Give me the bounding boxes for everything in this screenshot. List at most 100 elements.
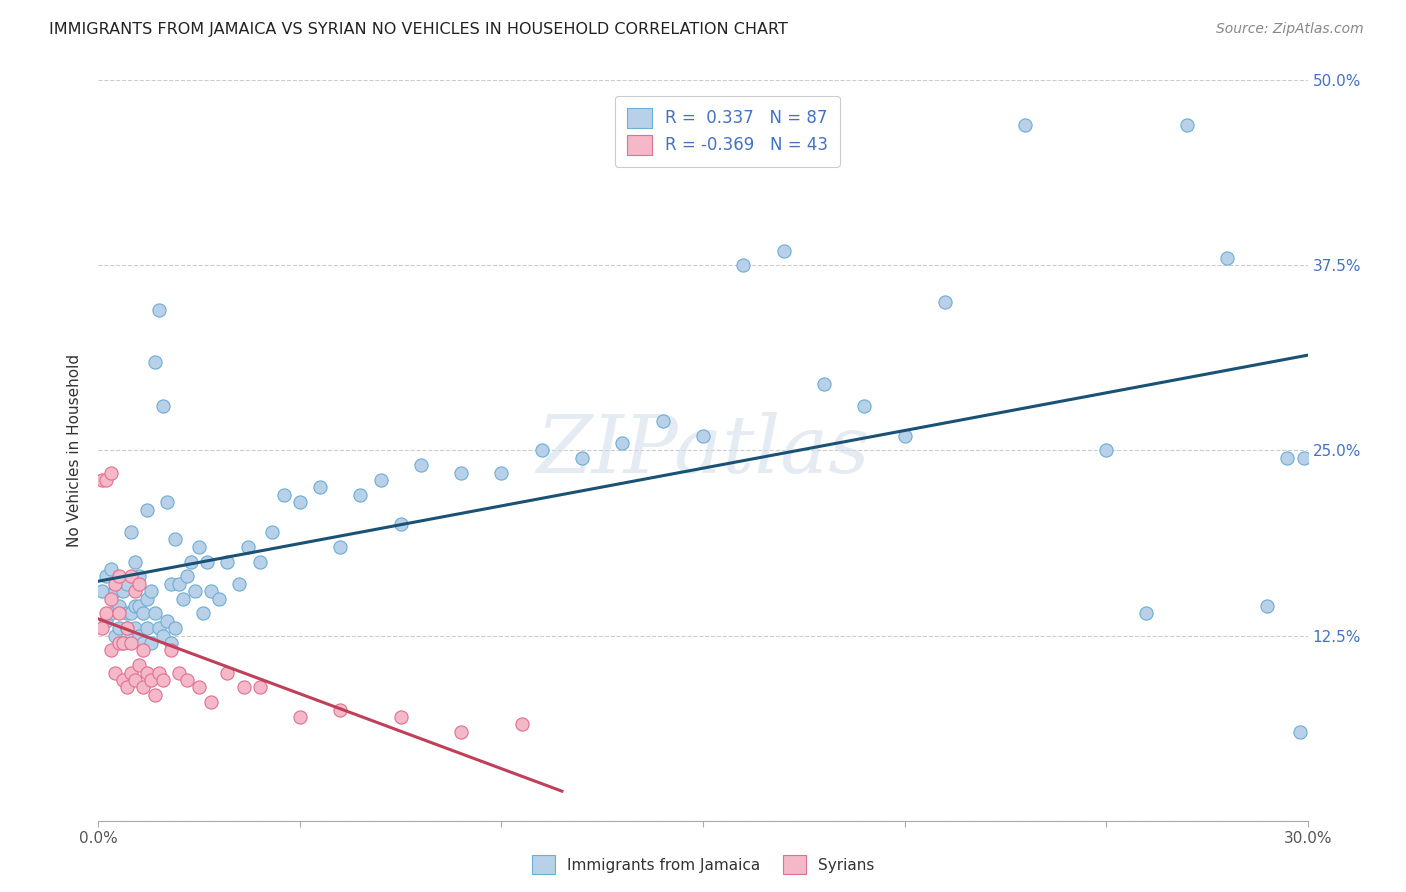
Point [132,636,155,650]
Point [176,673,198,687]
Point [100,643,122,657]
Point [160,636,183,650]
Point [96,607,118,621]
Point [148,665,170,680]
Point [450,466,472,480]
Point [288,710,311,724]
Point [163,621,186,635]
Point [143,688,166,702]
Point [139,584,162,599]
Point [409,458,432,473]
Point [813,376,835,391]
Point [100,591,122,606]
Point [893,428,915,442]
Point [128,628,150,642]
Point [200,695,222,709]
Legend: R =  0.337   N = 87, R = -0.369   N = 43: R = 0.337 N = 87, R = -0.369 N = 43 [614,96,839,167]
Point [115,681,138,695]
Point [128,576,150,591]
Point [733,259,755,273]
Point [124,584,146,599]
Point [329,703,352,717]
Point [143,354,166,368]
Point [692,428,714,442]
Point [124,673,146,687]
Point [309,480,332,494]
Point [135,502,157,516]
Point [217,555,239,569]
Point [349,488,371,502]
Point [160,576,183,591]
Point [163,533,186,547]
Point [120,665,142,680]
Text: Source: ZipAtlas.com: Source: ZipAtlas.com [1216,22,1364,37]
Point [91,473,114,487]
Point [260,524,283,539]
Point [853,399,876,413]
Point [152,399,174,413]
Point [193,607,215,621]
Point [934,295,956,310]
Point [115,621,138,635]
Point [124,621,146,635]
Point [1095,443,1118,458]
Point [100,466,122,480]
Point [1216,251,1239,265]
Point [772,244,794,258]
Point [1014,118,1036,132]
Point [232,681,254,695]
Point [160,643,183,657]
Point [128,658,150,673]
Point [132,681,155,695]
Point [132,607,155,621]
Point [128,599,150,613]
Point [124,555,146,569]
Point [152,628,174,642]
Point [370,473,392,487]
Point [103,665,125,680]
Point [329,540,352,554]
Point [200,584,222,599]
Point [103,628,125,642]
Point [184,584,207,599]
Point [115,621,138,635]
Point [91,584,114,599]
Point [135,621,157,635]
Point [236,540,259,554]
Point [135,591,157,606]
Point [107,636,129,650]
Point [115,607,138,621]
Point [96,473,118,487]
Point [96,569,118,583]
Point [1256,599,1278,613]
Point [132,643,155,657]
Point [217,665,239,680]
Point [389,710,412,724]
Point [111,636,134,650]
Point [120,636,142,650]
Point [143,607,166,621]
Point [195,555,218,569]
Point [156,495,179,509]
Point [152,673,174,687]
Point [1135,607,1157,621]
Point [288,495,311,509]
Point [510,717,533,731]
Point [1277,450,1299,465]
Point [107,621,129,635]
Point [120,524,142,539]
Text: IMMIGRANTS FROM JAMAICA VS SYRIAN NO VEHICLES IN HOUSEHOLD CORRELATION CHART: IMMIGRANTS FROM JAMAICA VS SYRIAN NO VEH… [49,22,789,37]
Legend: Immigrants from Jamaica, Syrians: Immigrants from Jamaica, Syrians [526,849,880,880]
Point [176,569,198,583]
Point [120,569,142,583]
Point [148,302,170,317]
Point [188,681,211,695]
Point [124,599,146,613]
Point [111,673,134,687]
Point [107,599,129,613]
Point [273,488,295,502]
Point [1175,118,1198,132]
Point [389,517,412,532]
Y-axis label: No Vehicles in Household: No Vehicles in Household [67,354,83,547]
Point [96,614,118,628]
